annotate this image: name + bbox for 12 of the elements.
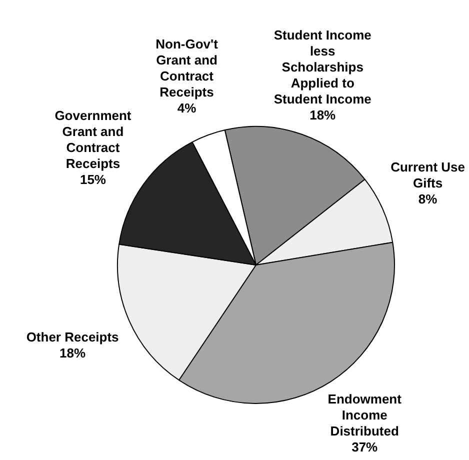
data-label: 18% xyxy=(310,107,336,122)
slice-label: Endowment Income Distributed xyxy=(328,392,402,439)
slice-label: Current Use Gifts xyxy=(390,160,466,191)
data-label: 8% xyxy=(418,192,438,207)
data-label: 37% xyxy=(352,440,378,455)
slice-label: Non-Gov't Grant and Contract Receipts xyxy=(156,36,219,100)
slice-label: Student Income less Scholarships Applied to Student Income xyxy=(274,27,372,106)
slice-label: Other Receipts xyxy=(26,329,119,344)
data-label: 18% xyxy=(60,345,86,360)
data-label: 15% xyxy=(80,172,106,187)
data-label: 4% xyxy=(177,100,197,116)
slice-label: Government Grant and Contract Receipts xyxy=(54,108,132,171)
